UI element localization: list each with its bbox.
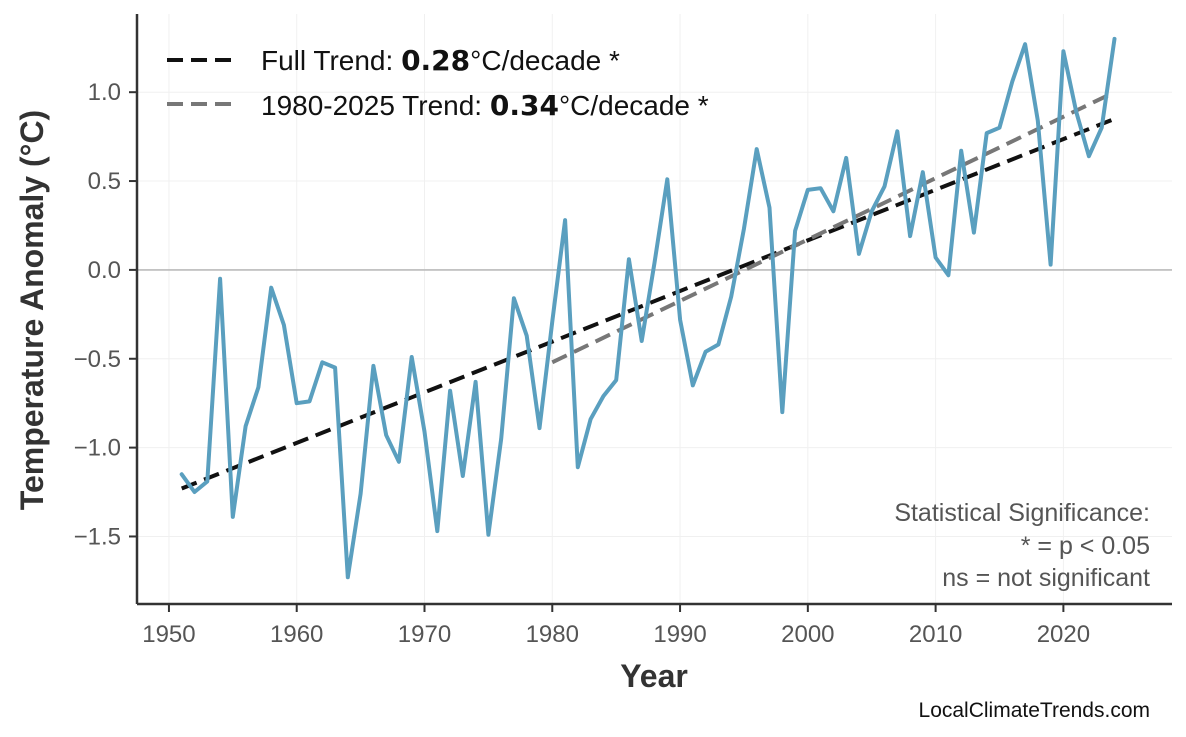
x-tick-label: 1990 — [653, 621, 706, 648]
x-axis-title: Year — [620, 658, 688, 694]
y-axis-title: Temperature Anomaly (°C) — [14, 110, 50, 510]
x-tick-label: 2020 — [1037, 621, 1090, 648]
trend-1980-2025-line — [551, 90, 1116, 365]
significance-ns-note: ns = not significant — [942, 564, 1150, 592]
data-series — [179, 36, 1117, 580]
significance-note: Statistical Significance: * = p < 0.05 n… — [894, 499, 1150, 592]
significance-star-note: * = p < 0.05 — [1021, 532, 1150, 560]
y-tick-label: 0.5 — [88, 168, 121, 195]
x-tick-label: 1960 — [270, 621, 323, 648]
axes — [135, 14, 1172, 606]
y-tick-label: 1.0 — [88, 79, 121, 106]
x-tick-label: 1950 — [142, 621, 195, 648]
y-ticks: −1.5 −1.0 −0.5 0.0 0.5 1.0 — [74, 79, 137, 550]
legend-label-1980-trend: 1980-2025 Trend: 0.34°C/decade * — [261, 89, 709, 122]
x-tick-label: 2010 — [909, 621, 962, 648]
significance-title: Statistical Significance: — [894, 499, 1150, 527]
y-tick-label: −1.0 — [74, 435, 121, 462]
legend-label-full-trend: Full Trend: 0.28°C/decade * — [261, 44, 620, 77]
y-tick-label: 0.0 — [88, 257, 121, 284]
x-tick-label: 1970 — [398, 621, 451, 648]
legend: Full Trend: 0.28°C/decade * 1980-2025 Tr… — [167, 44, 709, 122]
x-tick-label: 1980 — [526, 621, 579, 648]
x-tick-label: 2000 — [781, 621, 834, 648]
x-ticks: 1950 1960 1970 1980 1990 2000 2010 2020 — [142, 604, 1090, 648]
y-tick-label: −0.5 — [74, 346, 121, 373]
annual-anomaly-line — [179, 36, 1117, 580]
y-tick-label: −1.5 — [74, 523, 121, 550]
watermark: LocalClimateTrends.com — [919, 699, 1150, 722]
